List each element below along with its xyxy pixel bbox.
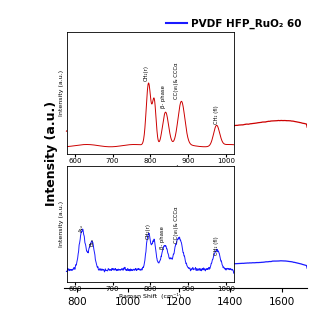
- Y-axis label: Intensity (a.u.): Intensity (a.u.): [45, 101, 59, 206]
- Text: CC(ν₅)& CCCα: CC(ν₅)& CCCα: [174, 206, 179, 243]
- Text: CH₂(r): CH₂(r): [145, 223, 150, 239]
- Text: CH₂(r): CH₂(r): [144, 65, 149, 81]
- Text: CC(ν₅)& CCCα: CC(ν₅)& CCCα: [174, 62, 179, 99]
- Legend: PVDF HFP_RuO₂ 60: PVDF HFP_RuO₂ 60: [166, 19, 302, 29]
- Y-axis label: Intensity (a.u.): Intensity (a.u.): [60, 70, 64, 116]
- Text: β- phase: β- phase: [161, 85, 166, 108]
- Text: CH₂ (fl): CH₂ (fl): [214, 105, 219, 124]
- Text: β- phase: β- phase: [160, 226, 165, 249]
- X-axis label: Raman Shift  (cm⁻¹): Raman Shift (cm⁻¹): [119, 293, 181, 299]
- Text: B₁ᵤ: B₁ᵤ: [89, 238, 94, 246]
- Y-axis label: Intensity (a.u.): Intensity (a.u.): [60, 201, 64, 247]
- X-axis label: Raman Shift  (cm⁻¹): Raman Shift (cm⁻¹): [119, 165, 181, 171]
- Text: A₁ᵤ: A₁ᵤ: [79, 224, 84, 232]
- Text: CH₂ (fl): CH₂ (fl): [214, 236, 219, 255]
